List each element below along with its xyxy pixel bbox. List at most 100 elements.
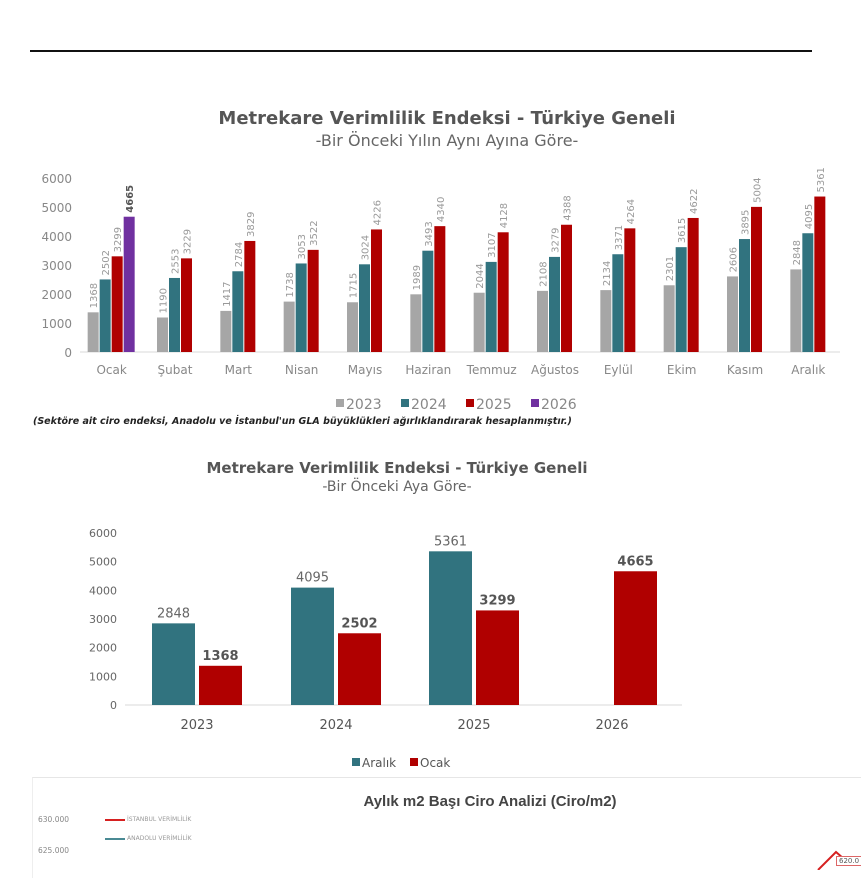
- data-label: 3107: [487, 232, 498, 257]
- data-label: 1368: [89, 283, 100, 308]
- bar-Ocak: [338, 633, 381, 705]
- data-label: 1989: [412, 265, 423, 290]
- x-tick-label: 2026: [595, 718, 628, 733]
- data-label: 3615: [677, 218, 688, 243]
- bar-2025: [814, 196, 826, 352]
- y-tick-label: 4000: [41, 230, 72, 244]
- chart2-subtitle: -Bir Önceki Aya Göre-: [322, 479, 472, 495]
- y-tick-label: 6000: [41, 172, 72, 186]
- data-label: 2301: [665, 256, 676, 281]
- bar-2025: [751, 206, 762, 352]
- data-label: 4226: [373, 200, 384, 225]
- bar-2026: [123, 216, 135, 352]
- bar-2025: [497, 232, 509, 352]
- data-label: 1190: [159, 288, 170, 313]
- bar-2024: [549, 256, 560, 352]
- bar-2023: [790, 269, 802, 352]
- data-label: 4622: [689, 189, 700, 214]
- x-tick-label: 2025: [457, 718, 490, 733]
- data-label: 2848: [792, 240, 803, 265]
- bar-Aralık: [429, 551, 472, 705]
- data-label: 4388: [563, 195, 574, 220]
- bar-2023: [220, 310, 232, 352]
- data-label: 2108: [539, 261, 550, 286]
- data-label: 5004: [753, 177, 764, 202]
- data-label: 5361: [434, 534, 467, 549]
- legend-label: Ocak: [420, 756, 450, 770]
- data-label: 4095: [804, 204, 815, 229]
- legend-swatch-Aralık: [352, 758, 360, 766]
- bar-2024: [169, 277, 180, 352]
- y-tick-label: 1000: [89, 670, 117, 683]
- legend-label: ANADOLU VERİMLİLİK: [127, 835, 192, 842]
- y-tick-label: 3000: [41, 259, 72, 273]
- chart3-legend-anadolu: ANADOLU VERİMLİLİK: [105, 835, 192, 842]
- bar-2025: [687, 217, 699, 352]
- bar-2024: [99, 279, 111, 352]
- chart3-legend-istanbul: İSTANBUL VERİMLİLİK: [105, 816, 191, 823]
- y-tick-label: 5000: [89, 556, 117, 569]
- legend-swatch-2023: [336, 399, 344, 407]
- bar-2024: [739, 239, 750, 352]
- bar-2025: [111, 256, 123, 352]
- legend-label: İSTANBUL VERİMLİLİK: [127, 816, 192, 823]
- chart1-footnote: (Sektöre ait ciro endeksi, Anadolu ve İs…: [33, 416, 572, 427]
- bar-2023: [727, 276, 738, 352]
- legend-label: 2023: [346, 397, 382, 413]
- bar-2024: [485, 261, 497, 352]
- data-label: 4665: [617, 554, 653, 569]
- legend-swatch-Ocak: [410, 758, 418, 766]
- data-label: 3299: [479, 593, 515, 608]
- bar-2024: [232, 271, 244, 352]
- y-tick-label: 5000: [41, 201, 72, 215]
- top-divider: [30, 50, 812, 52]
- bar-2023: [347, 302, 358, 352]
- data-label: 3024: [361, 235, 372, 260]
- data-label: 3895: [741, 210, 752, 235]
- chart3-ytick: 625.000: [38, 846, 70, 855]
- bar-2025: [561, 224, 572, 352]
- bar-2024: [802, 233, 814, 352]
- data-label: 1417: [222, 281, 233, 306]
- legend-label: 2026: [541, 397, 577, 413]
- data-label: 3371: [614, 225, 625, 250]
- legend-swatch-2025: [466, 399, 474, 407]
- x-tick-label: Mayıs: [348, 363, 382, 377]
- bar-2023: [283, 301, 295, 352]
- data-label: 2848: [157, 606, 190, 621]
- y-tick-label: 1000: [41, 317, 72, 331]
- x-tick-label: Haziran: [405, 363, 451, 377]
- chart3-ytick: 630.000: [38, 815, 70, 824]
- x-tick-label: Eylül: [604, 363, 633, 377]
- bar-2023: [537, 290, 548, 352]
- data-label: 4128: [499, 203, 510, 228]
- y-tick-label: 2000: [41, 288, 72, 302]
- x-tick-label: Ocak: [96, 363, 126, 377]
- x-tick-label: Nisan: [285, 363, 319, 377]
- x-tick-label: Kasım: [727, 363, 763, 377]
- x-tick-label: Şubat: [158, 363, 193, 377]
- bar-2025: [371, 229, 382, 352]
- x-tick-label: Ekim: [667, 363, 697, 377]
- bar-Aralık: [152, 623, 195, 705]
- legend-label: 2024: [411, 397, 447, 413]
- bar-2023: [410, 294, 422, 352]
- bar-2024: [359, 264, 370, 352]
- data-label: 1368: [202, 649, 238, 664]
- x-tick-label: Ağustos: [531, 363, 579, 377]
- x-tick-label: 2024: [319, 718, 352, 733]
- bar-Ocak: [476, 610, 519, 705]
- data-label: 5361: [816, 167, 827, 192]
- y-tick-label: 3000: [89, 613, 117, 626]
- data-label: 2606: [729, 247, 740, 272]
- bar-2023: [87, 312, 99, 352]
- chart3-frame: [32, 777, 861, 878]
- bar-2024: [675, 247, 687, 352]
- bar-2025: [624, 228, 636, 352]
- data-label: 4264: [626, 199, 637, 224]
- data-label: 1715: [349, 273, 360, 298]
- data-label: 2784: [234, 242, 245, 267]
- bar-2023: [600, 290, 612, 352]
- data-label: 3053: [297, 234, 308, 259]
- chart1-subtitle: -Bir Önceki Yılın Aynı Ayına Göre-: [315, 131, 579, 150]
